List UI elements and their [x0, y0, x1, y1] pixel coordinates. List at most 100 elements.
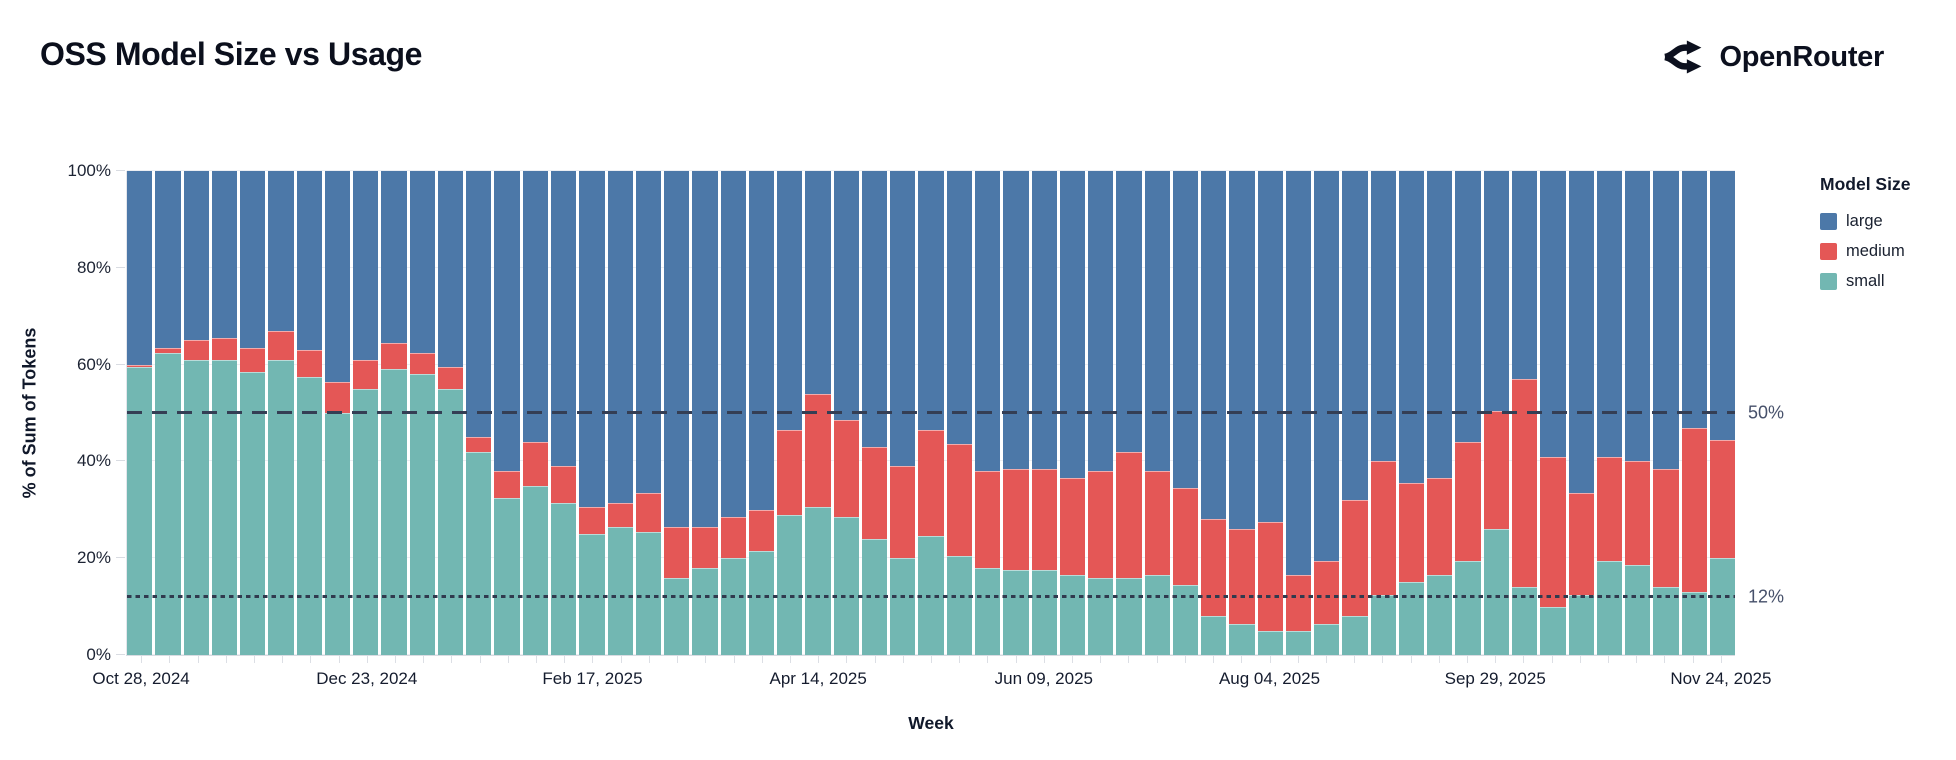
bar-column[interactable] — [353, 171, 379, 655]
bar-segment-medium[interactable] — [296, 350, 322, 377]
bar-column[interactable] — [1285, 171, 1312, 655]
bar-segment-medium[interactable] — [692, 526, 718, 568]
bar-segment-medium[interactable] — [268, 330, 294, 360]
bar-segment-small[interactable] — [1285, 630, 1312, 655]
bar-column[interactable] — [1257, 171, 1283, 655]
bar-column[interactable] — [1398, 171, 1425, 655]
bar-segment-medium[interactable] — [1059, 478, 1086, 576]
bar-column[interactable] — [1540, 171, 1566, 655]
bar-column[interactable] — [1059, 171, 1086, 655]
bar-segment-small[interactable] — [946, 555, 972, 655]
bar-column[interactable] — [550, 171, 577, 655]
bar-segment-medium[interactable] — [494, 471, 520, 498]
bar-segment-small[interactable] — [1540, 606, 1566, 655]
bar-segment-small[interactable] — [1596, 560, 1623, 655]
bar-segment-small[interactable] — [805, 507, 831, 655]
bar-column[interactable] — [155, 171, 181, 655]
bar-segment-small[interactable] — [692, 567, 718, 655]
bar-column[interactable] — [127, 171, 153, 655]
bar-column[interactable] — [1088, 171, 1114, 655]
bar-segment-small[interactable] — [550, 502, 577, 655]
bar-segment-medium[interactable] — [1031, 468, 1057, 571]
bar-segment-large[interactable] — [1653, 171, 1679, 469]
bar-column[interactable] — [268, 171, 294, 655]
bar-segment-large[interactable] — [1455, 171, 1481, 443]
bar-segment-small[interactable] — [1342, 616, 1368, 655]
bar-segment-large[interactable] — [692, 171, 718, 527]
bar-segment-medium[interactable] — [240, 347, 266, 372]
bar-segment-large[interactable] — [1059, 171, 1086, 479]
bar-segment-large[interactable] — [974, 171, 1001, 472]
bar-segment-small[interactable] — [1427, 575, 1453, 655]
bar-column[interactable] — [1653, 171, 1679, 655]
bar-column[interactable] — [522, 171, 548, 655]
bar-column[interactable] — [296, 171, 322, 655]
bar-segment-small[interactable] — [183, 359, 209, 655]
bar-segment-small[interactable] — [1568, 594, 1594, 655]
bar-segment-small[interactable] — [211, 359, 238, 655]
bar-column[interactable] — [607, 171, 633, 655]
bar-segment-medium[interactable] — [748, 509, 775, 551]
bar-segment-small[interactable] — [296, 376, 322, 655]
bar-segment-large[interactable] — [946, 171, 972, 445]
bar-segment-medium[interactable] — [1540, 456, 1566, 607]
bar-segment-large[interactable] — [890, 171, 916, 467]
bar-segment-medium[interactable] — [381, 342, 407, 370]
bar-segment-small[interactable] — [579, 534, 605, 655]
bar-segment-large[interactable] — [1144, 171, 1170, 472]
bar-segment-large[interactable] — [805, 171, 831, 394]
bar-segment-small[interactable] — [268, 359, 294, 655]
bar-segment-large[interactable] — [211, 171, 238, 338]
bar-column[interactable] — [240, 171, 266, 655]
bar-column[interactable] — [1116, 171, 1142, 655]
bar-column[interactable] — [1568, 171, 1594, 655]
bar-segment-small[interactable] — [777, 514, 803, 655]
bar-segment-large[interactable] — [268, 171, 294, 331]
bar-segment-large[interactable] — [1709, 171, 1736, 440]
bar-segment-small[interactable] — [1398, 582, 1425, 655]
bar-segment-medium[interactable] — [155, 347, 181, 353]
bar-segment-medium[interactable] — [1455, 442, 1481, 561]
bar-column[interactable] — [579, 171, 605, 655]
bar-segment-small[interactable] — [1116, 577, 1142, 655]
bar-column[interactable] — [974, 171, 1001, 655]
bar-segment-small[interactable] — [409, 374, 435, 655]
bar-segment-large[interactable] — [324, 171, 351, 382]
bar-segment-large[interactable] — [1257, 171, 1283, 522]
bar-column[interactable] — [1709, 171, 1736, 655]
bar-segment-medium[interactable] — [946, 444, 972, 556]
bar-segment-medium[interactable] — [777, 429, 803, 515]
bar-segment-small[interactable] — [1653, 587, 1679, 655]
bar-segment-large[interactable] — [183, 171, 209, 341]
bar-column[interactable] — [1427, 171, 1453, 655]
bar-segment-small[interactable] — [522, 485, 548, 655]
bar-segment-small[interactable] — [1059, 575, 1086, 655]
bar-segment-small[interactable] — [466, 451, 492, 655]
bar-segment-large[interactable] — [1427, 171, 1453, 479]
bar-segment-large[interactable] — [1568, 171, 1594, 493]
bar-column[interactable] — [664, 171, 690, 655]
bar-segment-large[interactable] — [466, 171, 492, 438]
bar-segment-small[interactable] — [1144, 575, 1170, 655]
bar-segment-small[interactable] — [890, 558, 916, 655]
bar-segment-small[interactable] — [607, 526, 633, 655]
bar-segment-medium[interactable] — [918, 429, 944, 537]
bar-segment-medium[interactable] — [1370, 461, 1396, 595]
bar-segment-medium[interactable] — [664, 526, 690, 578]
bar-segment-medium[interactable] — [522, 442, 548, 486]
bar-segment-medium[interactable] — [324, 381, 351, 413]
bar-segment-large[interactable] — [437, 171, 464, 368]
bar-segment-large[interactable] — [720, 171, 746, 518]
bar-segment-small[interactable] — [635, 531, 662, 655]
bar-segment-small[interactable] — [1031, 570, 1057, 655]
bar-segment-small[interactable] — [324, 413, 351, 655]
bar-column[interactable] — [805, 171, 831, 655]
bar-segment-large[interactable] — [1370, 171, 1396, 462]
bar-segment-medium[interactable] — [1201, 519, 1227, 617]
bar-segment-large[interactable] — [1003, 171, 1029, 469]
bar-segment-medium[interactable] — [1144, 471, 1170, 576]
bar-segment-medium[interactable] — [1172, 488, 1199, 585]
bar-segment-large[interactable] — [127, 171, 153, 365]
bar-segment-large[interactable] — [1088, 171, 1114, 472]
bar-segment-small[interactable] — [127, 367, 153, 655]
